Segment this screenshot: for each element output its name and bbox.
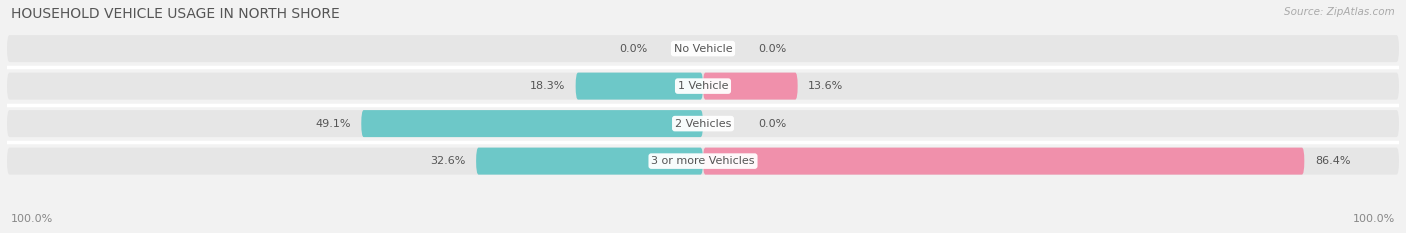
Text: 0.0%: 0.0% xyxy=(759,119,787,129)
FancyBboxPatch shape xyxy=(7,35,1399,62)
Text: 86.4%: 86.4% xyxy=(1315,156,1350,166)
Text: 1 Vehicle: 1 Vehicle xyxy=(678,81,728,91)
Text: No Vehicle: No Vehicle xyxy=(673,44,733,54)
FancyBboxPatch shape xyxy=(703,148,1305,175)
Text: 0.0%: 0.0% xyxy=(619,44,647,54)
FancyBboxPatch shape xyxy=(703,73,797,99)
Text: 49.1%: 49.1% xyxy=(315,119,352,129)
FancyBboxPatch shape xyxy=(361,110,703,137)
Text: 2 Vehicles: 2 Vehicles xyxy=(675,119,731,129)
Text: 100.0%: 100.0% xyxy=(1353,214,1395,224)
FancyBboxPatch shape xyxy=(7,110,1399,137)
Text: 13.6%: 13.6% xyxy=(808,81,844,91)
Text: 0.0%: 0.0% xyxy=(759,44,787,54)
Text: 3 or more Vehicles: 3 or more Vehicles xyxy=(651,156,755,166)
FancyBboxPatch shape xyxy=(575,73,703,99)
Text: 18.3%: 18.3% xyxy=(530,81,565,91)
Text: 100.0%: 100.0% xyxy=(11,214,53,224)
FancyBboxPatch shape xyxy=(7,148,1399,175)
FancyBboxPatch shape xyxy=(7,73,1399,99)
Text: 32.6%: 32.6% xyxy=(430,156,465,166)
Text: Source: ZipAtlas.com: Source: ZipAtlas.com xyxy=(1284,7,1395,17)
Text: HOUSEHOLD VEHICLE USAGE IN NORTH SHORE: HOUSEHOLD VEHICLE USAGE IN NORTH SHORE xyxy=(11,7,340,21)
FancyBboxPatch shape xyxy=(477,148,703,175)
